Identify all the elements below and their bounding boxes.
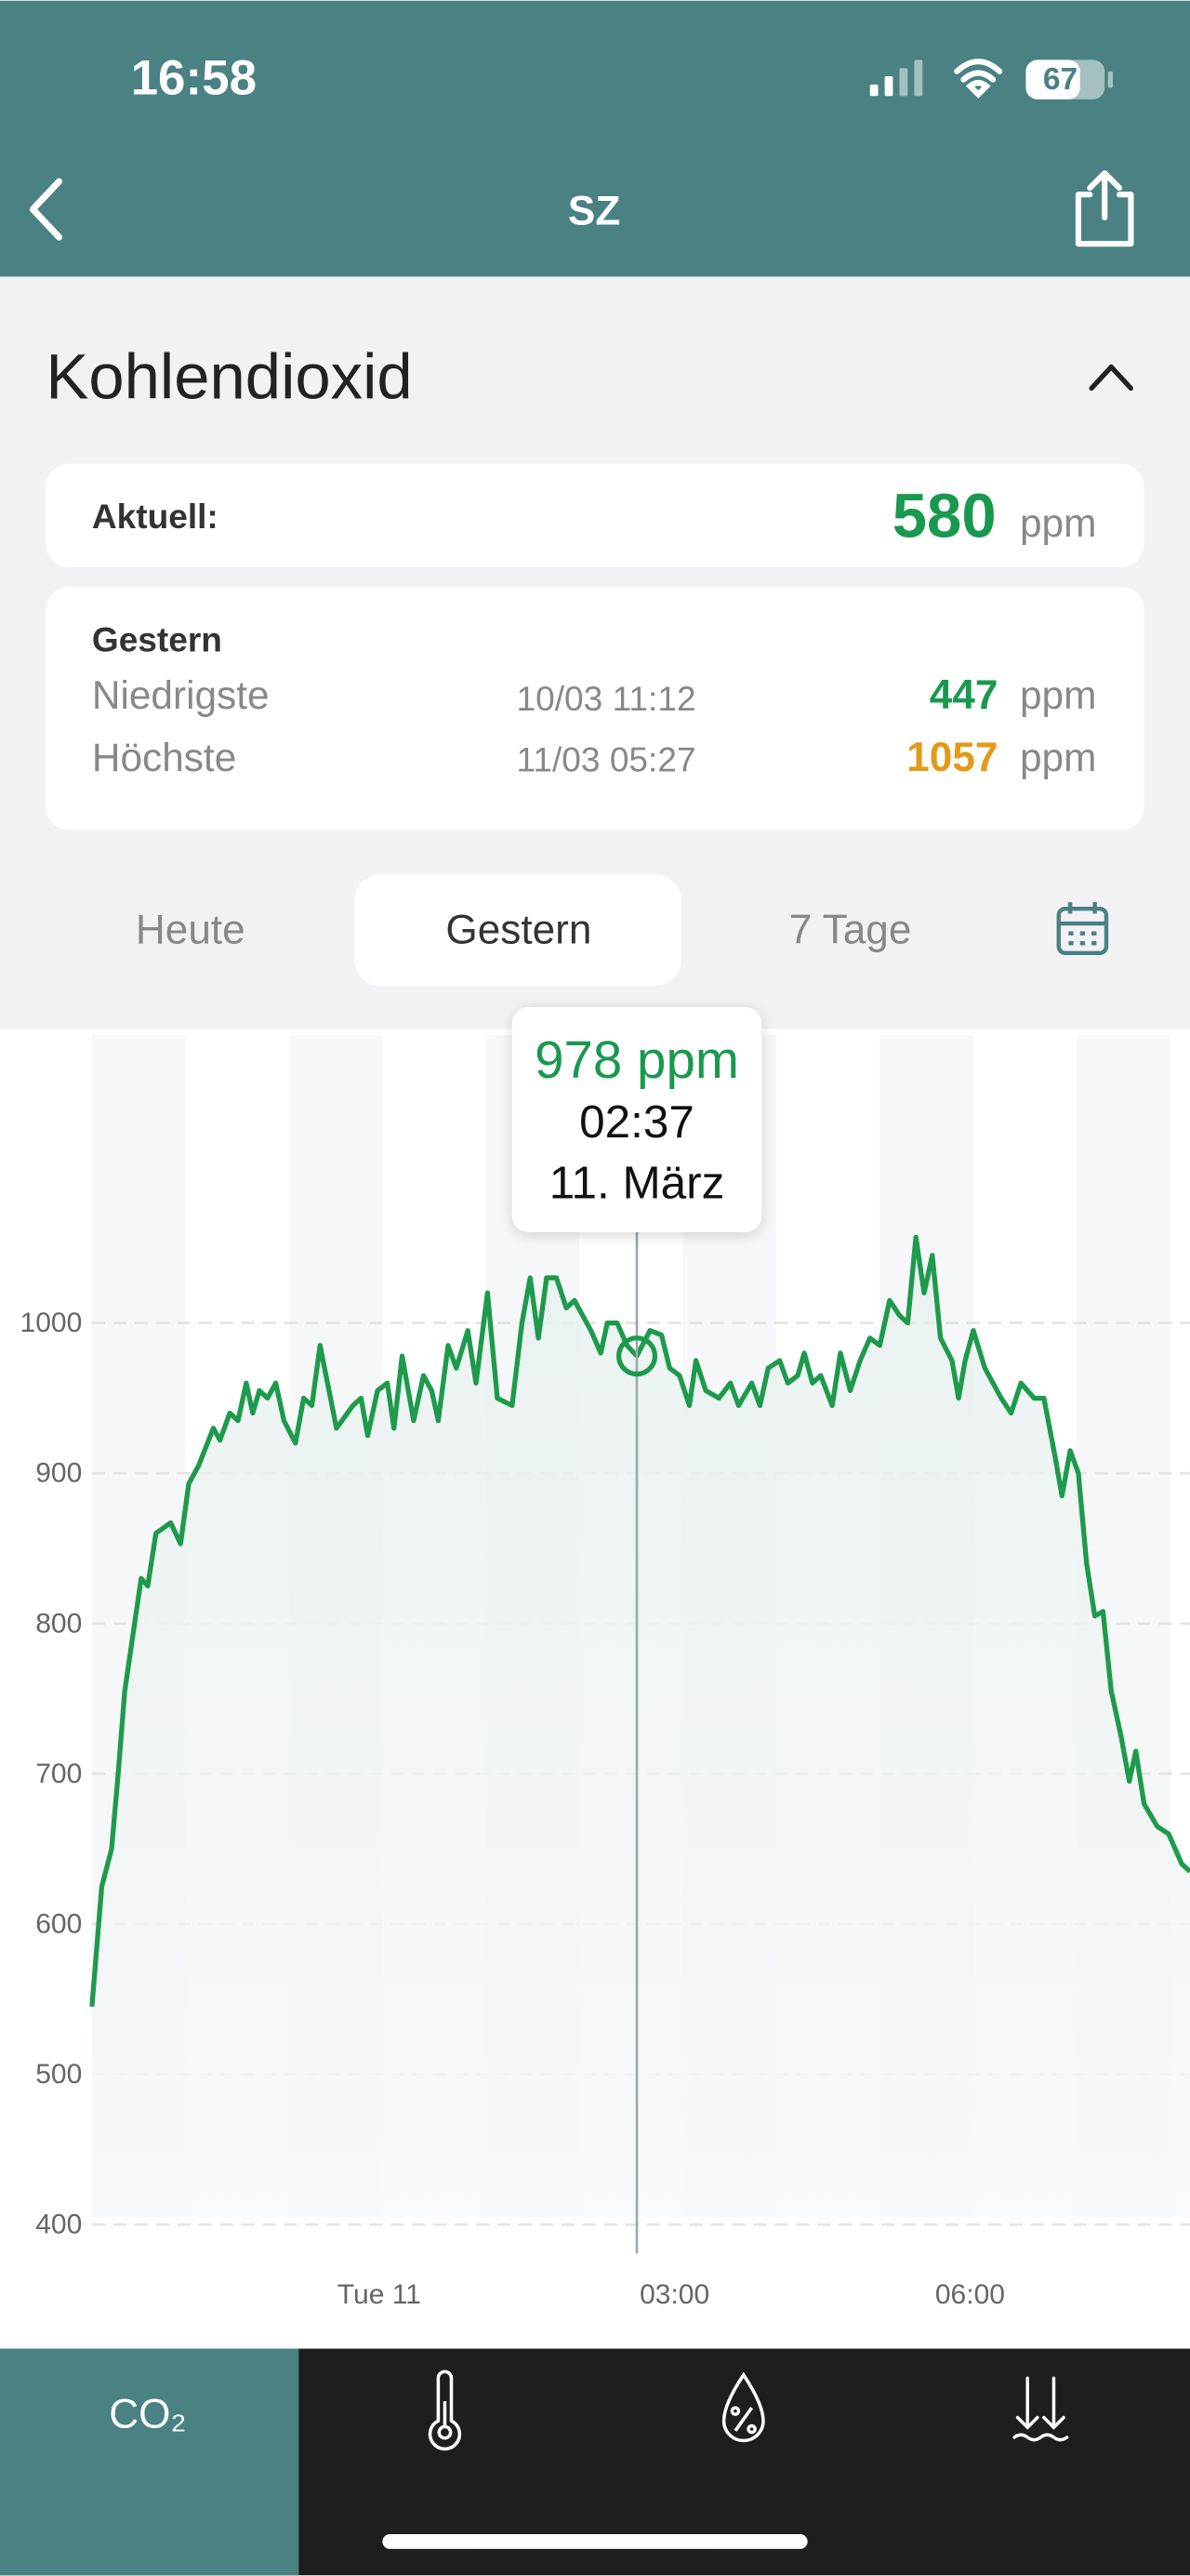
row-time: 11/03 05:27 bbox=[517, 740, 696, 779]
battery-level bbox=[1025, 60, 1080, 100]
header-bar bbox=[0, 0, 1190, 277]
tooltip-value: 978 ppm bbox=[535, 1030, 739, 1089]
y-tick-label: 800 bbox=[35, 1608, 82, 1639]
collapse-button[interactable] bbox=[1089, 364, 1134, 392]
tab[interactable]: 7 Tage bbox=[789, 908, 912, 953]
row-value: 1057 bbox=[906, 735, 998, 780]
home-indicator bbox=[382, 2534, 808, 2549]
tab-selected-bg[interactable] bbox=[354, 874, 681, 987]
y-tick-label: 1000 bbox=[20, 1308, 83, 1338]
tooltip-point bbox=[615, 1335, 658, 1377]
row-time: 10/03 11:12 bbox=[517, 679, 696, 718]
area-fill bbox=[91, 1237, 1190, 2218]
yesterday-title: Gestern bbox=[92, 620, 222, 659]
nav-humidity[interactable] bbox=[721, 2371, 765, 2443]
row-value: 447 bbox=[930, 672, 998, 718]
tooltip-date: 11. März bbox=[549, 1158, 725, 1209]
wifi-icon bbox=[954, 59, 1003, 99]
tooltip-box bbox=[511, 1007, 762, 1232]
battery-text: 67 bbox=[1043, 62, 1078, 97]
x-tick-label: Tue 11 bbox=[337, 2279, 421, 2310]
tab[interactable]: Gestern bbox=[445, 908, 591, 953]
current-unit: ppm bbox=[1020, 501, 1096, 545]
row-label: Niedrigste bbox=[92, 673, 270, 717]
nav-temperature[interactable] bbox=[428, 2370, 462, 2451]
y-tick-label: 400 bbox=[35, 2210, 82, 2240]
current-value: 580 bbox=[892, 482, 997, 551]
signal-icon bbox=[869, 60, 923, 97]
y-tick-label: 700 bbox=[35, 1759, 82, 1789]
section-title: Kohlendioxid bbox=[46, 341, 412, 413]
status-time: 16:58 bbox=[131, 50, 257, 105]
battery-tip bbox=[1107, 71, 1114, 88]
row-unit: ppm bbox=[1020, 736, 1096, 779]
y-tick-label: 600 bbox=[35, 1908, 82, 1939]
tab[interactable]: Heute bbox=[136, 908, 245, 953]
nav-tab-active[interactable] bbox=[0, 2348, 299, 2576]
share-button[interactable] bbox=[1075, 170, 1134, 247]
current-card bbox=[46, 463, 1144, 567]
chart: 400 500 600 700 800 900 1000 Tue 11 03:00 06:00 97… bbox=[20, 1007, 1190, 2310]
tooltip-time: 02:37 bbox=[579, 1096, 694, 1148]
yesterday-card bbox=[46, 587, 1144, 830]
y-tick-label: 500 bbox=[35, 2059, 82, 2090]
current-label: Aktuell: bbox=[92, 497, 218, 536]
row-unit: ppm bbox=[1020, 673, 1096, 717]
nav-label[interactable]: CO₂ bbox=[109, 2392, 186, 2437]
tooltip: 978 ppm 02:37 11. März bbox=[511, 1007, 762, 1232]
y-tick-label: 900 bbox=[35, 1458, 82, 1489]
calendar-button[interactable] bbox=[1056, 902, 1109, 956]
header-title: SZ bbox=[568, 188, 620, 233]
row-label: Höchste bbox=[92, 736, 236, 779]
back-button[interactable] bbox=[29, 178, 63, 241]
x-tick-label: 06:00 bbox=[935, 2279, 1005, 2310]
nav-pressure[interactable] bbox=[1012, 2376, 1069, 2442]
x-tick-label: 03:00 bbox=[640, 2279, 709, 2310]
